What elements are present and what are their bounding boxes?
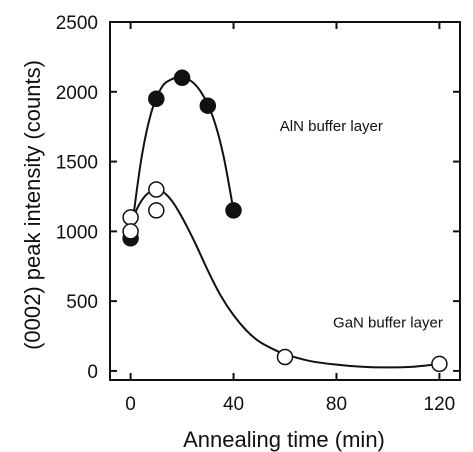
series-1-point-1 (122, 223, 139, 240)
series-0-curve (129, 76, 235, 239)
y-tick-label-1000: 1000 (56, 222, 98, 243)
plot-frame (109, 21, 461, 381)
series-0-point-1 (148, 90, 165, 108)
series-0-point-3 (199, 97, 217, 114)
series-1-point-0 (122, 209, 139, 226)
series-1-curve (129, 188, 440, 369)
y-tick-label-2000: 2000 (56, 83, 98, 104)
x-axis-title: Annealing time (min) (183, 427, 385, 452)
annotation-0: AlN buffer layer (280, 118, 383, 135)
series-1-point-2 (148, 181, 165, 198)
y-tick-label-1500: 1500 (56, 153, 98, 174)
y-tick-label-500: 500 (66, 292, 98, 313)
x-tick-label-40: 40 (223, 394, 244, 415)
series-0-point-4 (225, 202, 242, 219)
y-axis-title: (0002) peak intensity (counts) (20, 60, 45, 350)
tick-labels: 0 40 80 120 0 500 1000 1500 2000 2500 (56, 13, 456, 415)
series-1-point-5 (431, 355, 448, 373)
series-1-point-4 (276, 348, 294, 366)
y-tick-label-2500: 2500 (56, 13, 98, 34)
y-tick-label-0: 0 (87, 362, 98, 383)
x-tick-label-120: 120 (424, 394, 456, 415)
data-points (122, 69, 448, 373)
x-tick-label-80: 80 (326, 394, 347, 415)
annotation-1: GaN buffer layer (333, 315, 443, 332)
series-1-point-3 (148, 202, 165, 219)
series-0-point-2 (173, 69, 191, 87)
x-tick-label-0: 0 (125, 394, 136, 415)
annotations: AlN buffer layer GaN buffer layer (280, 118, 443, 332)
axis-ticks (110, 21, 460, 380)
